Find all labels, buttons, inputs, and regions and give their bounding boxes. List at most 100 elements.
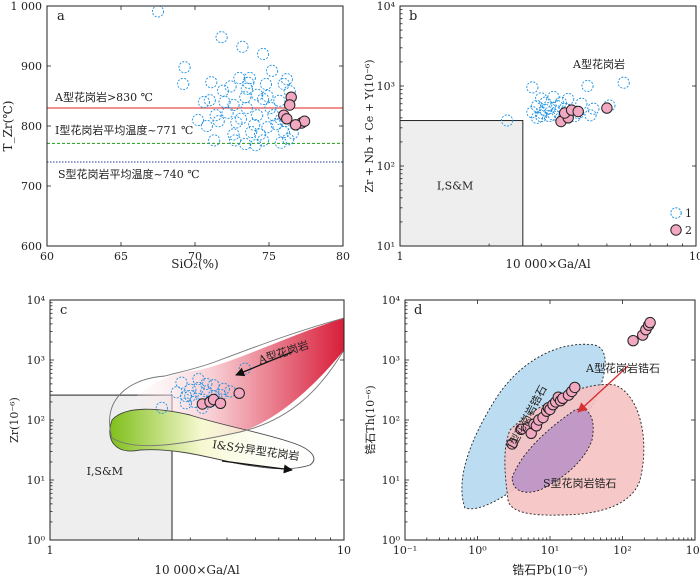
a-point-series-1 xyxy=(261,121,274,134)
a-point-series-2 xyxy=(281,113,293,125)
b-y-label: Zr + Nb + Ce + Y(10⁻⁶) xyxy=(363,59,376,192)
d-point-series-2 xyxy=(627,335,639,347)
b-point-series-1 xyxy=(539,104,552,117)
a-x-tick-label: 80 xyxy=(336,250,350,263)
a-point-series-1 xyxy=(265,64,279,77)
a-point-series-1 xyxy=(243,71,256,85)
d-points xyxy=(506,316,656,450)
a-point-series-1 xyxy=(217,84,230,97)
a-point-series-1 xyxy=(280,73,293,86)
c-point-series-1 xyxy=(179,397,192,410)
a-point-series-1 xyxy=(264,101,277,115)
a-points xyxy=(151,5,311,152)
a-point-series-1 xyxy=(257,92,270,106)
b-point-series-2 xyxy=(601,102,613,114)
a-point-series-1 xyxy=(200,119,213,133)
a-y-tick-label: 900 xyxy=(21,60,42,73)
c-point-series-2 xyxy=(233,387,245,399)
a-point-series-1 xyxy=(257,47,270,61)
c-y-tick-label: 10¹ xyxy=(27,474,45,487)
a-panel-letter: a xyxy=(57,9,65,24)
b-point-series-1 xyxy=(562,92,575,105)
d-x-tick-label: 10³ xyxy=(686,544,700,557)
b-panel-letter: b xyxy=(409,9,417,24)
b-legend: 12 xyxy=(670,207,692,237)
a-point-series-2 xyxy=(289,119,302,131)
a-x-tick-label: 75 xyxy=(262,250,276,263)
a-point-series-1 xyxy=(240,101,253,115)
d-y-tick-label: 10⁴ xyxy=(382,294,401,307)
d-a-type-label: A型花岗岩锆石 xyxy=(585,361,660,375)
c-y-tick-label: 10³ xyxy=(27,354,45,367)
a-point-series-1 xyxy=(251,88,264,101)
a-point-series-1 xyxy=(245,125,258,139)
a-point-series-1 xyxy=(240,82,253,95)
b-legend-label-1: 1 xyxy=(685,207,692,220)
a-point-series-1 xyxy=(259,77,273,91)
a-point-series-1 xyxy=(274,136,287,149)
a-point-series-1 xyxy=(251,109,264,122)
a-point-series-1 xyxy=(208,134,221,147)
b-point-series-1 xyxy=(535,106,548,120)
a-point-series-1 xyxy=(224,80,237,93)
d-s-type-label: S型花岗岩锆石 xyxy=(543,476,617,490)
b-frame xyxy=(399,5,697,247)
a-point-series-1 xyxy=(234,112,247,125)
a-point-series-1 xyxy=(215,31,228,44)
a-point-series-1 xyxy=(277,77,290,91)
a-point-series-1 xyxy=(254,128,267,141)
c-x-label: 10 000×Ga/Al xyxy=(154,563,239,577)
b-point-series-1 xyxy=(535,92,548,105)
c-ticks: 1 10 10⁰ 10¹ 10² 10³ 10⁴ xyxy=(27,294,351,557)
c-x-tick-label: 1 xyxy=(47,544,54,557)
d-a-type-field xyxy=(511,408,594,493)
d-x-tick-label: 10² xyxy=(613,544,631,557)
a-point-series-2 xyxy=(284,99,296,111)
d-panel-letter: d xyxy=(414,303,422,318)
a-point-series-1 xyxy=(205,76,218,89)
b-y-tick-label: 10¹ xyxy=(377,240,395,253)
b-ism-field xyxy=(399,120,524,247)
c-points xyxy=(155,362,251,414)
a-point-series-1 xyxy=(151,5,165,18)
a-point-series-1 xyxy=(273,94,286,107)
c-is-field xyxy=(109,408,315,470)
b-point-series-1 xyxy=(526,81,539,94)
a-point-series-1 xyxy=(227,128,240,141)
c-a-arrow xyxy=(235,351,293,377)
a-y-tick-label: 600 xyxy=(21,240,42,253)
b-point-series-1 xyxy=(501,114,514,127)
b-point-series-1 xyxy=(551,100,564,113)
b-point-series-2 xyxy=(572,105,584,118)
b-a-type-label: A型花岗岩 xyxy=(572,57,625,71)
d-trend-arrow xyxy=(577,365,629,413)
a-point-series-1 xyxy=(282,133,295,146)
a-point-series-1 xyxy=(218,95,231,109)
b-x-label: 10 000×Ga/Al xyxy=(505,257,590,271)
d-point-series-2 xyxy=(506,438,518,450)
a-point-series-1 xyxy=(191,113,205,127)
c-is-arrow xyxy=(221,460,293,474)
c-point-series-1 xyxy=(175,376,188,389)
b-point-series-1 xyxy=(530,100,543,113)
panel-a: 60 65 70 75 80 600 700 800 900 1 000 a A型花岗岩>830 … xyxy=(1,0,350,271)
b-legend-marker-1 xyxy=(670,207,682,219)
a-point-series-1 xyxy=(239,91,252,104)
a-point-series-1 xyxy=(270,118,283,131)
panel-d: 10⁻¹10⁰10¹10²10³10⁰10¹10²10³10⁴ d I型花岗岩锆… xyxy=(364,294,700,577)
c-point-series-1 xyxy=(184,390,197,403)
b-ticks: 1 10 10¹ 10² 10³ 10⁴ xyxy=(377,0,700,263)
b-point-series-1 xyxy=(617,76,630,89)
a-point-series-1 xyxy=(236,40,249,53)
a-point-series-1 xyxy=(248,118,261,131)
a-point-series-1 xyxy=(212,115,225,128)
d-y-tick-label: 10³ xyxy=(382,354,400,367)
a-point-series-1 xyxy=(261,89,274,103)
a-point-series-1 xyxy=(227,98,240,112)
a-y-tick-label: 700 xyxy=(21,180,42,193)
a-point-series-1 xyxy=(221,106,234,119)
c-y-label: Zr(10⁻⁶) xyxy=(8,397,21,443)
b-legend-marker-2 xyxy=(670,224,682,236)
c-ism-label: I,S&M xyxy=(87,465,123,478)
